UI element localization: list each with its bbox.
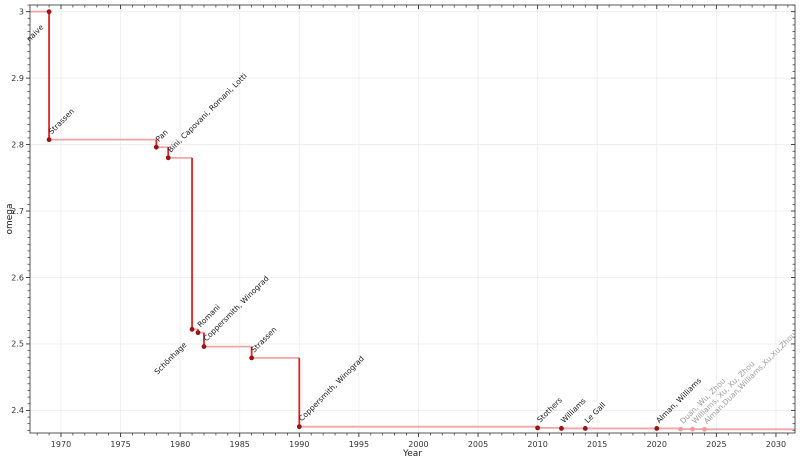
y-tick-label: 2.4 — [11, 406, 24, 415]
gridlines — [30, 5, 795, 433]
x-tick-label: 2010 — [527, 440, 547, 449]
x-tick-label: 2015 — [587, 440, 607, 449]
data-point-marker — [165, 155, 171, 161]
data-point-marker — [153, 144, 159, 150]
x-tick-label: 1995 — [349, 440, 369, 449]
axis-ticks — [26, 4, 795, 437]
data-point-marker — [559, 426, 564, 431]
data-point-marker — [46, 137, 52, 143]
data-point-marker — [702, 426, 707, 432]
x-tick-label: 1980 — [170, 440, 190, 449]
data-point-marker — [189, 326, 195, 332]
data-point-markers — [46, 9, 707, 432]
x-tick-label: 2025 — [706, 440, 726, 449]
data-point-marker — [690, 426, 695, 432]
x-tick-label: 2020 — [647, 440, 667, 449]
data-point-marker — [195, 330, 201, 336]
data-point-marker — [296, 424, 302, 430]
y-tick-label: 3 — [19, 7, 24, 16]
x-tick-label: 2000 — [408, 440, 428, 449]
x-tick-label: 2005 — [468, 440, 488, 449]
plot-frame — [29, 4, 796, 434]
x-tick-label: 1975 — [110, 440, 130, 449]
y-tick-label: 2.7 — [11, 207, 24, 216]
axis-titles: Year omega — [5, 203, 422, 459]
x-tick-label: 1990 — [289, 440, 309, 449]
tick-labels: 1970 1975 1980 1985 1990 1995 2000 2005 2010 2015… — [11, 7, 786, 449]
y-tick-label: 2.6 — [11, 273, 24, 282]
y-axis-title: omega — [5, 203, 15, 234]
data-point-marker — [46, 9, 52, 15]
y-tick-label: 2.5 — [11, 340, 24, 349]
y-tick-label: 2.9 — [11, 74, 24, 83]
data-point-marker — [678, 426, 684, 432]
data-point-marker — [249, 355, 255, 361]
x-tick-label: 1970 — [51, 440, 71, 449]
data-point-marker — [582, 426, 588, 431]
x-tick-label: 1985 — [230, 440, 250, 449]
data-point-marker — [535, 425, 541, 431]
data-point-marker — [201, 344, 207, 350]
y-tick-label: 2.8 — [11, 140, 24, 149]
x-axis-title: Year — [402, 449, 422, 459]
x-tick-label: 2030 — [766, 440, 786, 449]
data-point-marker — [654, 426, 660, 431]
